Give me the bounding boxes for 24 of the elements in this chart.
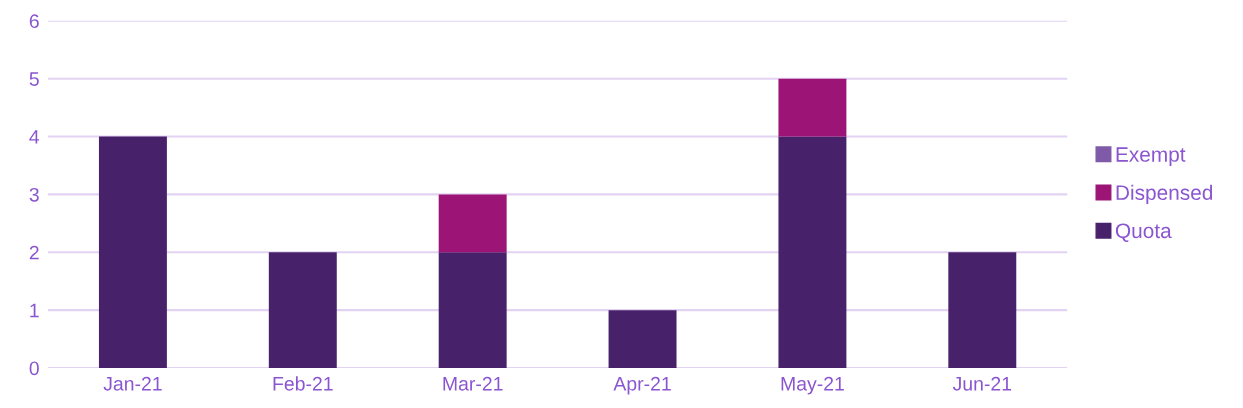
x-tick-label: Mar-21 bbox=[443, 376, 503, 391]
bar bbox=[438, 252, 507, 369]
bar bbox=[778, 136, 847, 369]
y-tick-label: 5 bbox=[29, 72, 39, 86]
legend-label: Quota bbox=[1115, 223, 1172, 242]
bar bbox=[268, 252, 337, 369]
y-tick-label: 6 bbox=[29, 14, 39, 29]
y-tick-label: 4 bbox=[29, 130, 40, 144]
bar bbox=[948, 252, 1017, 369]
legend-label: Dispensed bbox=[1116, 184, 1213, 205]
bar bbox=[778, 78, 847, 137]
y-tick-label: 1 bbox=[30, 303, 39, 318]
bar bbox=[608, 310, 677, 369]
bar bbox=[438, 194, 507, 253]
x-tick-label: Apr-21 bbox=[613, 376, 671, 395]
y-tick-label: 3 bbox=[29, 187, 39, 202]
x-tick-label: Jun-21 bbox=[952, 376, 1012, 391]
x-tick-label: Feb-21 bbox=[273, 376, 333, 391]
y-tick-label: 2 bbox=[29, 245, 39, 260]
legend-label: Exempt bbox=[1116, 147, 1186, 166]
y-tick-label: 0 bbox=[29, 361, 39, 376]
bar bbox=[98, 136, 167, 369]
x-tick-label: Jan-21 bbox=[103, 376, 162, 391]
x-tick-label: May-21 bbox=[781, 376, 844, 395]
